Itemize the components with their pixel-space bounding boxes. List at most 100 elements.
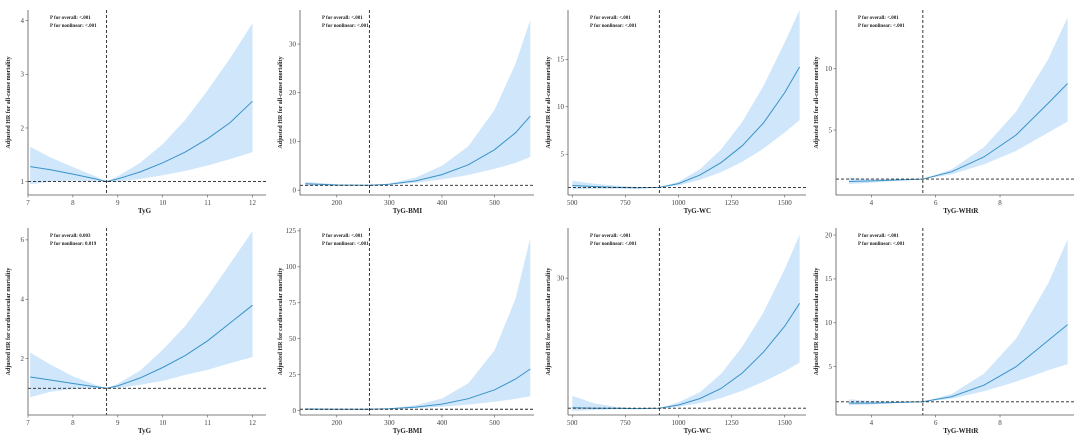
y-tick-label: 30 <box>289 40 297 48</box>
y-axis-title: Adjusted HR for cardiovascular mortality <box>546 268 552 376</box>
x-tick-label: 4 <box>870 419 874 427</box>
y-tick-label: 25 <box>289 371 297 379</box>
confidence-band <box>30 23 253 185</box>
p-value-annotation: P for nonlinear: <.001 <box>322 242 369 247</box>
x-tick-label: 1500 <box>778 419 793 427</box>
confidence-band <box>305 19 531 186</box>
x-tick-label: 500 <box>489 199 500 207</box>
x-tick-label: 8 <box>998 419 1002 427</box>
y-tick-label: 1 <box>21 178 25 186</box>
x-tick-label: 6 <box>934 199 938 207</box>
confidence-band <box>572 10 800 190</box>
x-tick-label: 8 <box>998 199 1002 207</box>
x-tick-label: 200 <box>332 419 343 427</box>
y-tick-label: 50 <box>289 335 297 343</box>
y-tick-label: 4 <box>21 17 25 25</box>
y-tick-label: 15 <box>557 56 565 64</box>
y-tick-label: 4 <box>21 296 25 304</box>
chart-panel: 4 6 8 5 10 15 20 TyG-WHtR Adjusted HR for cardio… <box>808 222 1078 436</box>
x-tick-label: 11 <box>204 419 211 427</box>
chart-svg: 4 6 8 5 10 15 20 TyG-WHtR Adjusted HR for cardio… <box>814 228 1074 435</box>
x-axis-title: TyG <box>138 427 152 435</box>
x-tick-label: 750 <box>620 419 631 427</box>
y-tick-label: 30 <box>557 274 565 282</box>
x-axis-title: TyG-WC <box>684 207 711 215</box>
y-tick-label: 10 <box>557 103 565 111</box>
confidence-band <box>848 17 1068 185</box>
p-value-annotation: P for overall: <.001 <box>858 16 899 21</box>
chart-svg: 200 300 400 500 0 25 50 75 100 125 TyG-BMI Adjusted… <box>278 227 534 435</box>
y-tick-label: 5 <box>829 363 833 371</box>
y-tick-label: 3 <box>21 71 25 79</box>
y-tick-label: 10 <box>825 319 833 327</box>
y-tick-label: 6 <box>21 236 25 244</box>
chart-svg: 4 6 8 5 10 TyG-WHtR Adjusted HR for all-cause … <box>814 10 1074 215</box>
hazard-ratio-line <box>848 83 1068 182</box>
confidence-band <box>848 239 1068 406</box>
x-tick-label: 1250 <box>725 199 740 207</box>
x-tick-label: 11 <box>204 199 211 207</box>
x-tick-label: 500 <box>567 199 578 207</box>
hazard-ratio-line <box>30 304 253 389</box>
x-tick-label: 300 <box>384 419 395 427</box>
hazard-ratio-line <box>305 115 531 186</box>
x-tick-label: 4 <box>870 199 874 207</box>
y-tick-label: 75 <box>289 299 297 307</box>
x-axis-title: TyG-BMI <box>393 207 423 215</box>
y-tick-label: 2 <box>21 355 25 363</box>
y-tick-label: 20 <box>825 231 833 239</box>
p-value-annotation: P for nonlinear: 0.019 <box>50 242 97 247</box>
y-tick-label: 2 <box>21 124 25 132</box>
hazard-ratio-line <box>572 66 801 189</box>
y-tick-label: 20 <box>289 89 297 97</box>
chart-panel: 500 750 1000 1250 1500 5 10 15 TyG-WC Adjusted HR… <box>540 4 810 216</box>
x-tick-label: 12 <box>249 199 257 207</box>
x-tick-label: 500 <box>489 419 500 427</box>
y-axis-title: Adjusted HR for all-cause mortality <box>814 56 820 148</box>
p-value-annotation: P for nonlinear: <.001 <box>322 24 369 29</box>
y-axis-title: Adjusted HR for cardiovascular mortality <box>278 268 284 376</box>
confidence-band <box>305 238 531 410</box>
y-tick-label: 125 <box>286 227 297 235</box>
chart-panel: 200 300 400 500 0 25 50 75 100 125 TyG-BMI Adjusted… <box>272 222 542 436</box>
x-tick-label: 1000 <box>672 419 687 427</box>
x-axis-title: TyG-WHtR <box>943 427 979 435</box>
hazard-ratio-line <box>848 324 1068 404</box>
chart-panel: 4 6 8 5 10 TyG-WHtR Adjusted HR for all-cause … <box>808 4 1078 216</box>
x-tick-label: 400 <box>437 199 448 207</box>
p-value-annotation: P for nonlinear: <.001 <box>590 24 637 29</box>
y-tick-label: 5 <box>561 151 565 159</box>
chart-panel: 7 8 9 10 11 12 1 2 3 4 TyG Adjusted HR for all-caus… <box>0 4 270 216</box>
p-value-annotation: P for overall: <.001 <box>590 234 631 239</box>
y-tick-label: 0 <box>293 407 297 415</box>
hazard-ratio-line <box>305 368 531 410</box>
x-tick-label: 6 <box>934 419 938 427</box>
p-value-annotation: P for nonlinear: <.001 <box>858 24 905 29</box>
x-axis-title: TyG-WC <box>684 427 711 435</box>
x-axis-title: TyG-BMI <box>393 427 423 435</box>
confidence-band <box>30 231 253 398</box>
y-tick-label: 100 <box>286 263 297 271</box>
x-tick-label: 300 <box>384 199 395 207</box>
x-tick-label: 500 <box>567 419 578 427</box>
p-value-annotation: P for overall: <.001 <box>858 234 899 239</box>
y-axis-title: Adjusted HR for all-cause mortality <box>546 56 552 148</box>
x-tick-label: 8 <box>71 419 75 427</box>
p-value-annotation: P for overall: <.001 <box>322 16 363 21</box>
x-axis-title: TyG <box>138 207 152 215</box>
x-tick-label: 200 <box>332 199 343 207</box>
chart-svg: 7 8 9 10 11 12 2 4 6 TyG Adjusted HR for cardiovas… <box>6 228 266 435</box>
y-tick-label: 10 <box>825 65 833 73</box>
hazard-ratio-line <box>572 303 801 410</box>
p-value-annotation: P for overall: <.001 <box>590 16 631 21</box>
p-value-annotation: P for overall: <.001 <box>50 16 91 21</box>
y-axis-title: Adjusted HR for all-cause mortality <box>6 56 12 148</box>
x-tick-label: 750 <box>620 199 631 207</box>
chart-svg: 200 300 400 500 0 10 20 30 TyG-BMI Adjusted HR fo… <box>278 10 534 215</box>
x-tick-label: 9 <box>116 419 120 427</box>
chart-svg: 500 750 1000 1250 1500 5 10 15 TyG-WC Adjusted HR… <box>546 10 806 215</box>
p-value-annotation: P for nonlinear: <.001 <box>858 242 905 247</box>
confidence-band <box>572 234 800 411</box>
chart-svg: 500 750 1000 1250 1500 30 TyG-WC Adjusted HR fo… <box>546 228 806 435</box>
